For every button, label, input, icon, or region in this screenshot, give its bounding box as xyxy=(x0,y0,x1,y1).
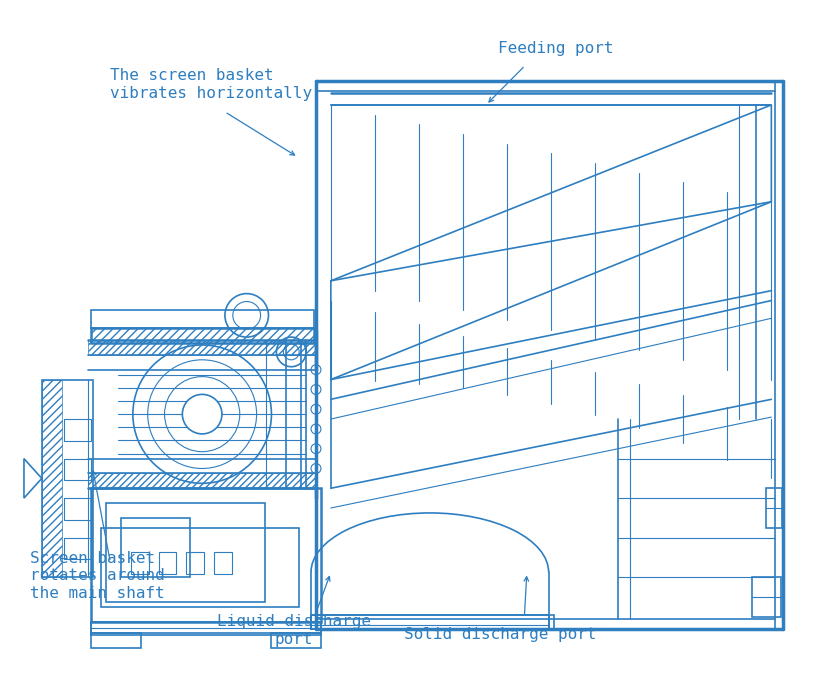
Bar xyxy=(101,528,299,607)
Bar xyxy=(42,380,93,577)
Circle shape xyxy=(182,394,222,434)
Text: Feeding port: Feeding port xyxy=(497,41,613,56)
Bar xyxy=(64,419,92,441)
Bar xyxy=(131,553,148,574)
Bar xyxy=(92,621,321,635)
Bar xyxy=(92,328,314,343)
Bar xyxy=(158,553,177,574)
Bar xyxy=(311,615,554,628)
Bar xyxy=(64,537,92,559)
Text: Solid discharge port: Solid discharge port xyxy=(404,627,597,642)
Bar xyxy=(92,621,321,633)
Bar xyxy=(271,633,321,648)
Bar xyxy=(186,553,204,574)
Polygon shape xyxy=(24,459,42,498)
Bar xyxy=(214,553,232,574)
Text: Screen basket
rotates around
the main shaft: Screen basket rotates around the main sh… xyxy=(31,551,165,601)
Bar xyxy=(766,489,782,528)
Bar xyxy=(42,380,62,577)
Bar xyxy=(92,633,141,648)
Bar xyxy=(311,615,549,628)
Bar xyxy=(106,503,265,602)
Bar xyxy=(92,489,321,621)
Bar xyxy=(92,311,314,328)
Bar xyxy=(64,498,92,520)
Bar xyxy=(64,459,92,480)
Text: Liquid discharge
port: Liquid discharge port xyxy=(217,614,371,646)
Bar xyxy=(88,340,316,355)
Bar xyxy=(88,473,316,489)
Text: The screen basket
vibrates horizontally: The screen basket vibrates horizontally xyxy=(111,68,313,101)
Bar xyxy=(121,518,191,577)
Bar xyxy=(752,577,781,617)
